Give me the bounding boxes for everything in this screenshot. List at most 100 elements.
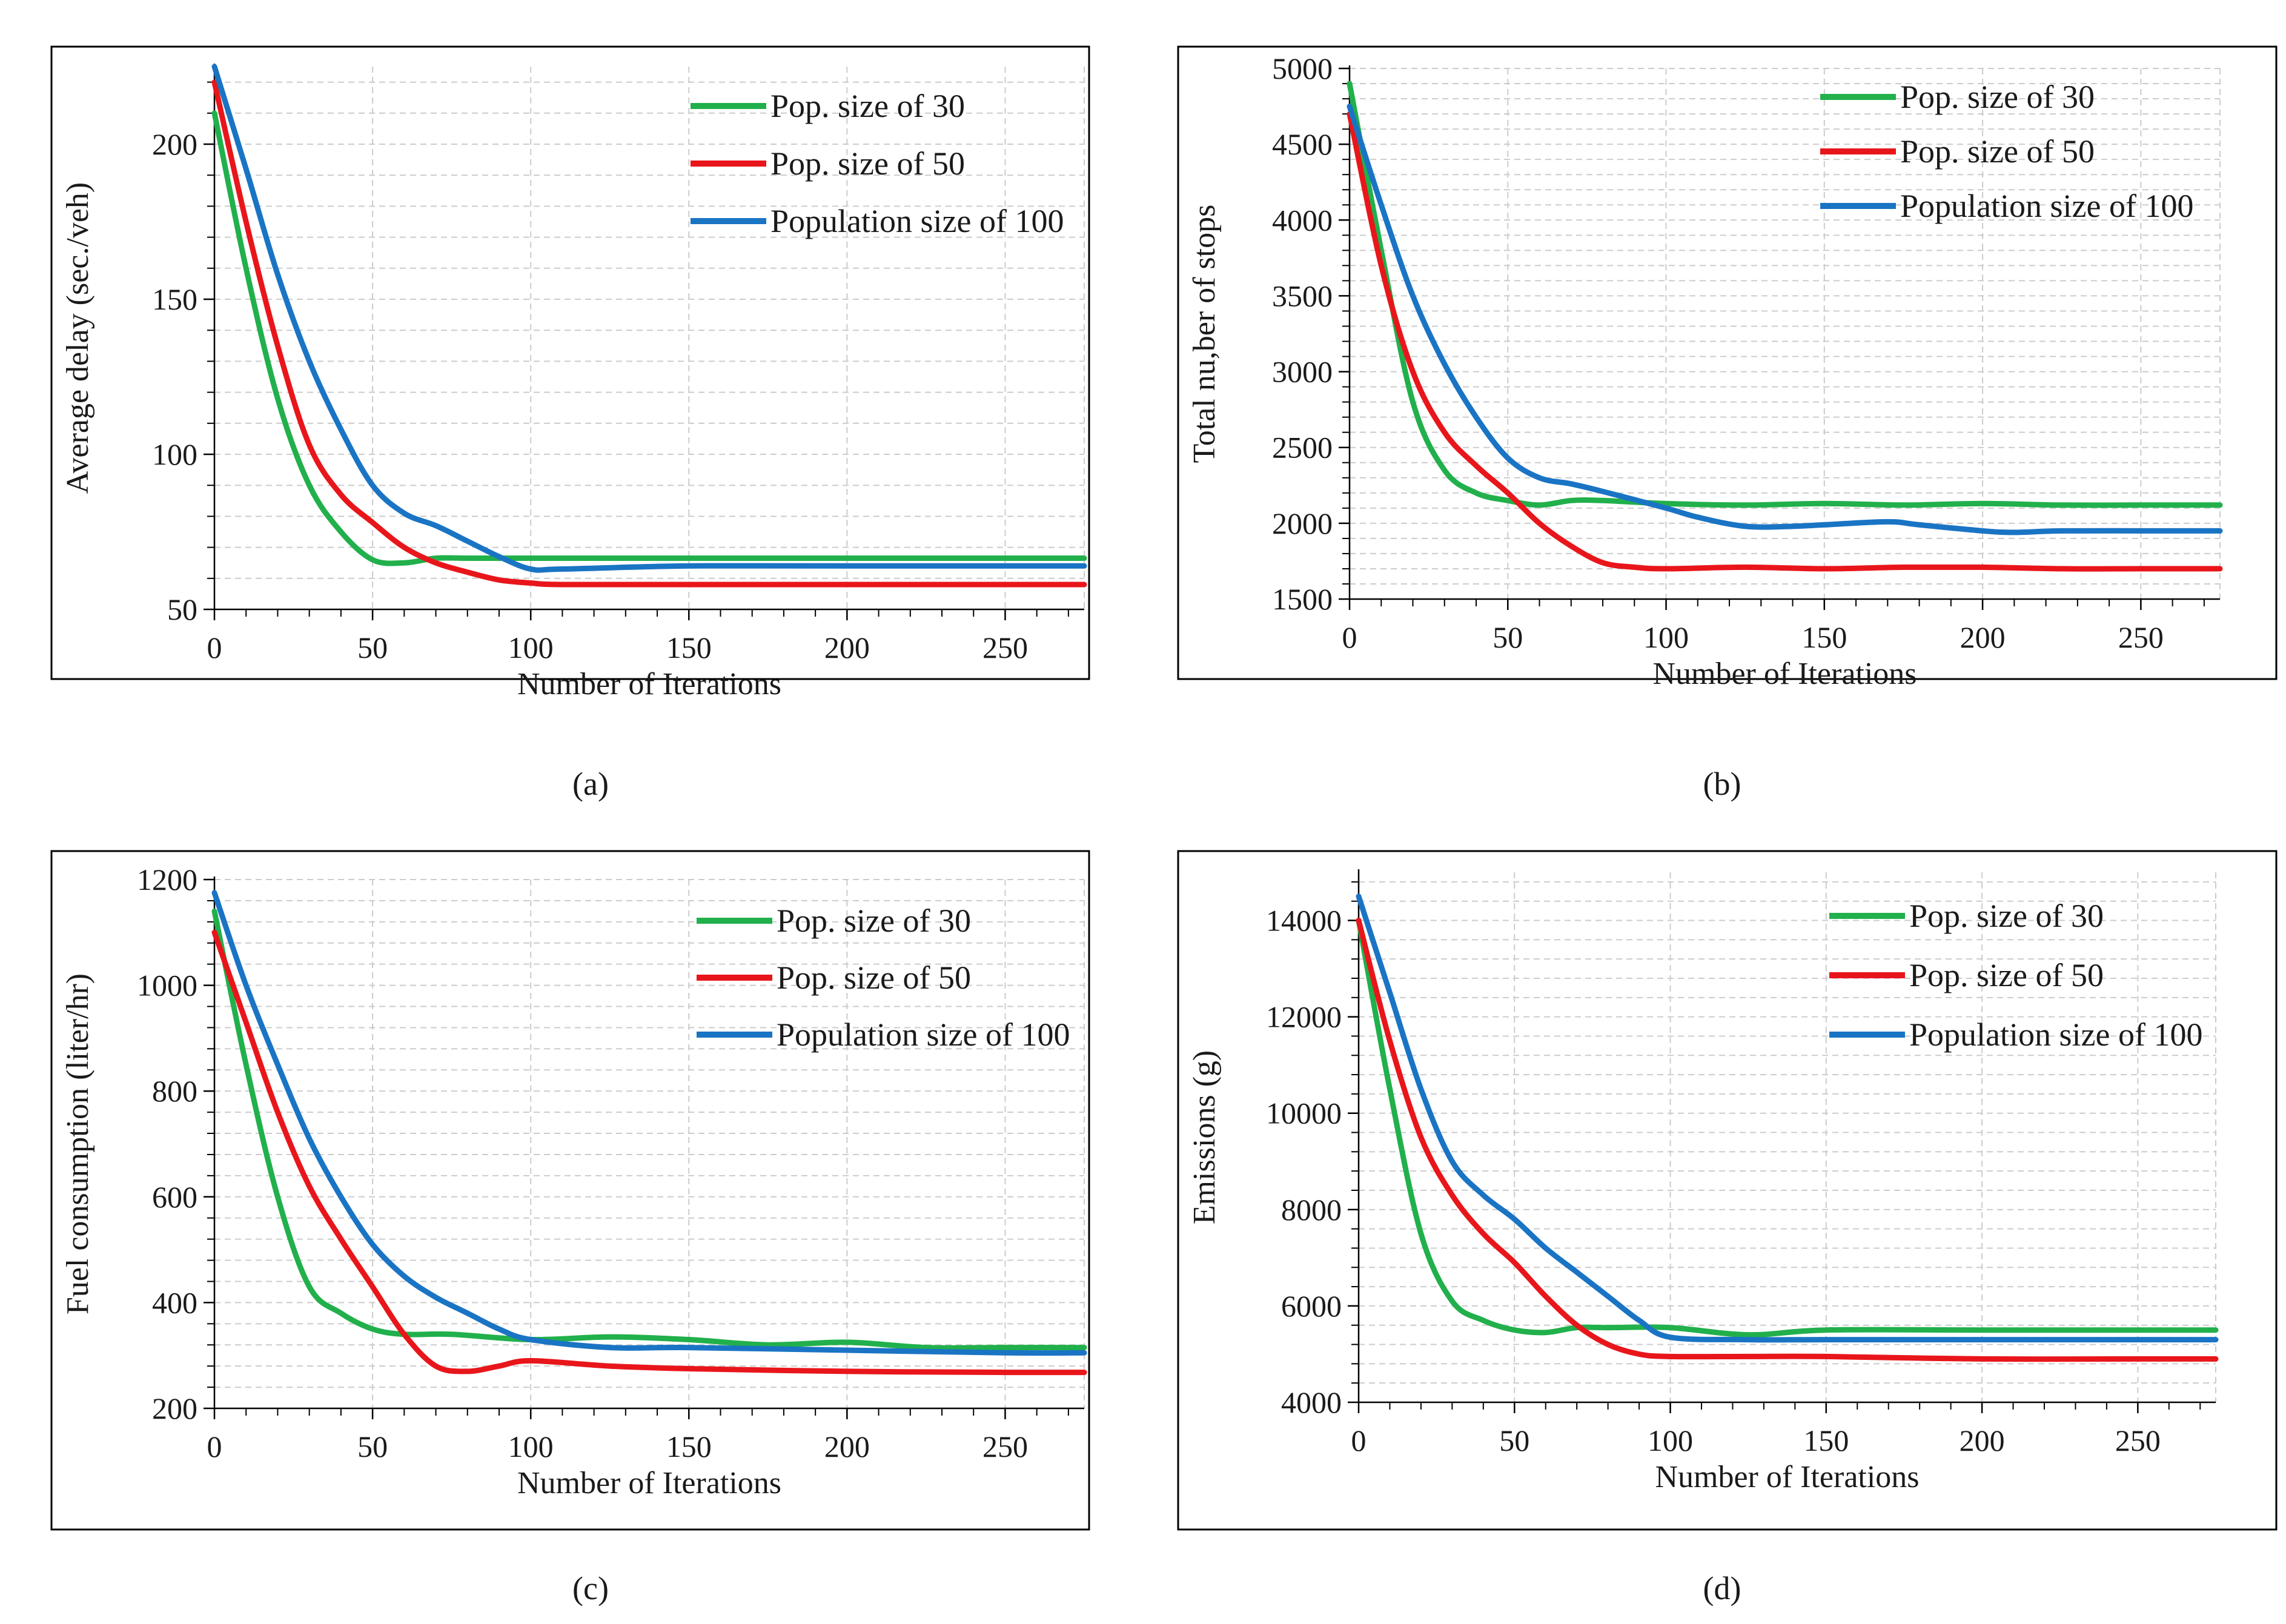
x-tick-label: 150 bbox=[1803, 1423, 1849, 1457]
y-axis-title: Fuel consumption (liter/hr) bbox=[61, 973, 95, 1314]
panel-frame bbox=[1177, 850, 2278, 1531]
panel-frame bbox=[1177, 45, 2278, 680]
x-tick-label: 150 bbox=[666, 1430, 712, 1463]
panel-caption: (b) bbox=[1703, 766, 1741, 802]
x-tick-label: 200 bbox=[824, 631, 870, 665]
y-tick-label: 150 bbox=[152, 282, 197, 316]
x-axis-title: Number of Iterations bbox=[517, 667, 781, 701]
y-tick-label: 600 bbox=[152, 1180, 197, 1214]
y-tick-label: 100 bbox=[152, 437, 197, 471]
x-tick-label: 150 bbox=[666, 631, 712, 665]
series-line-pop50 bbox=[211, 79, 1087, 588]
y-tick-label: 5000 bbox=[1272, 51, 1333, 85]
panel-caption: (c) bbox=[572, 1570, 609, 1606]
y-tick-label: 4000 bbox=[1281, 1385, 1342, 1419]
legend-label: Pop. size of 50 bbox=[770, 145, 965, 182]
legend-label: Population size of 100 bbox=[1900, 188, 2193, 224]
y-tick-label: 1500 bbox=[1272, 582, 1333, 616]
y-axis-title: Emissions (g) bbox=[1187, 1050, 1222, 1224]
panel-caption: (a) bbox=[572, 766, 609, 802]
legend-label: Pop. size of 50 bbox=[777, 959, 971, 996]
gridlines bbox=[1359, 872, 2216, 1402]
y-tick-label: 6000 bbox=[1281, 1289, 1342, 1323]
y-tick-label: 4000 bbox=[1272, 203, 1333, 237]
series-line-pop50 bbox=[1356, 918, 2219, 1362]
legend-label: Population size of 100 bbox=[777, 1016, 1070, 1053]
y-tick-label: 14000 bbox=[1266, 904, 1342, 938]
y-axis-title: Average delay (sec./veh) bbox=[61, 182, 95, 494]
legend-label: Pop. size of 30 bbox=[1900, 79, 2095, 115]
y-tick-label: 10000 bbox=[1266, 1096, 1342, 1130]
x-tick-label: 50 bbox=[1493, 620, 1523, 654]
legend-label: Population size of 100 bbox=[770, 203, 1064, 239]
chart-panel-d: 0 50 100 150 200 250 4000 6000 8000 10000 12000 140… bbox=[1177, 850, 2278, 1606]
y-tick-label: 4500 bbox=[1272, 127, 1333, 161]
y-tick-label: 800 bbox=[152, 1074, 197, 1108]
chart-panel-a: 0 50 100 150 200 250 50 100 150 200 Number of Iter… bbox=[50, 45, 1090, 802]
x-tick-label: 200 bbox=[1960, 620, 2006, 654]
x-tick-label: 100 bbox=[1648, 1423, 1693, 1457]
series-line-pop100 bbox=[211, 64, 1087, 573]
x-axis-title: Number of Iterations bbox=[517, 1466, 781, 1500]
panel-frame bbox=[50, 45, 1090, 680]
y-tick-label: 1200 bbox=[137, 863, 197, 897]
series-line-pop30 bbox=[211, 110, 1087, 566]
series-line-pop100 bbox=[211, 890, 1087, 1356]
series-line-pop30 bbox=[1356, 918, 2219, 1338]
x-tick-label: 250 bbox=[2115, 1423, 2161, 1457]
panel-frame bbox=[50, 850, 1090, 1531]
y-tick-label: 200 bbox=[152, 1391, 197, 1425]
y-tick-label: 8000 bbox=[1281, 1193, 1342, 1227]
chart-panel-c: 0 50 100 150 200 250 200 400 600 800 1000 1200 Numbe… bbox=[50, 850, 1090, 1606]
series-line-pop30 bbox=[211, 908, 1087, 1351]
y-tick-label: 50 bbox=[167, 592, 197, 626]
x-axis-title: Number of Iterations bbox=[1652, 657, 1917, 691]
legend-label: Pop. size of 30 bbox=[1909, 898, 2104, 934]
gridlines bbox=[214, 67, 1085, 609]
gridlines bbox=[1350, 68, 2221, 599]
x-tick-label: 200 bbox=[824, 1430, 870, 1463]
y-tick-label: 400 bbox=[152, 1285, 197, 1319]
x-tick-label: 250 bbox=[982, 631, 1028, 665]
legend-label: Pop. size of 30 bbox=[770, 88, 965, 124]
x-tick-label: 0 bbox=[207, 1430, 222, 1463]
chart-panel-b: 0 50 100 150 200 250 1500 2000 2500 3000 3500 4000 4… bbox=[1177, 45, 2278, 802]
series-line-pop30 bbox=[1347, 81, 2223, 508]
x-tick-label: 250 bbox=[2118, 620, 2164, 654]
x-tick-label: 250 bbox=[982, 1430, 1028, 1463]
gridlines bbox=[214, 879, 1085, 1408]
y-tick-label: 2000 bbox=[1272, 506, 1333, 540]
x-tick-label: 150 bbox=[1801, 620, 1847, 654]
x-tick-label: 200 bbox=[1960, 1423, 2005, 1457]
series-line-pop50 bbox=[211, 929, 1087, 1376]
x-tick-label: 50 bbox=[357, 631, 388, 665]
x-tick-label: 0 bbox=[207, 631, 222, 665]
series-line-pop100 bbox=[1347, 104, 2223, 535]
y-tick-label: 200 bbox=[152, 127, 197, 161]
legend: Pop. size of 30 Pop. size of 50 Population… bbox=[1820, 79, 2193, 224]
legend-label: Population size of 100 bbox=[1909, 1016, 2202, 1053]
x-tick-label: 100 bbox=[1643, 620, 1689, 654]
legend-label: Pop. size of 30 bbox=[777, 903, 971, 939]
x-tick-label: 100 bbox=[508, 1430, 554, 1463]
x-axis-title: Number of Iterations bbox=[1655, 1460, 1919, 1494]
legend-label: Pop. size of 50 bbox=[1900, 133, 2095, 170]
x-tick-label: 0 bbox=[1351, 1423, 1367, 1457]
x-tick-label: 0 bbox=[1342, 620, 1357, 654]
y-tick-label: 1000 bbox=[137, 969, 197, 1003]
panel-caption: (d) bbox=[1703, 1570, 1741, 1606]
legend-label: Pop. size of 50 bbox=[1909, 957, 2104, 993]
legend: Pop. size of 30 Pop. size of 50 Population… bbox=[697, 903, 1070, 1053]
series-line-pop100 bbox=[1356, 893, 2219, 1343]
x-tick-label: 50 bbox=[357, 1430, 388, 1463]
x-tick-label: 50 bbox=[1499, 1423, 1529, 1457]
series-line-pop50 bbox=[1347, 111, 2223, 572]
y-tick-label: 2500 bbox=[1272, 431, 1333, 465]
y-tick-label: 12000 bbox=[1266, 1000, 1342, 1034]
y-tick-label: 3000 bbox=[1272, 355, 1333, 389]
y-tick-label: 3500 bbox=[1272, 279, 1333, 313]
legend: Pop. size of 30 Pop. size of 50 Population… bbox=[691, 88, 1064, 239]
x-tick-label: 100 bbox=[508, 631, 554, 665]
legend: Pop. size of 30 Pop. size of 50 Population… bbox=[1829, 898, 2202, 1053]
